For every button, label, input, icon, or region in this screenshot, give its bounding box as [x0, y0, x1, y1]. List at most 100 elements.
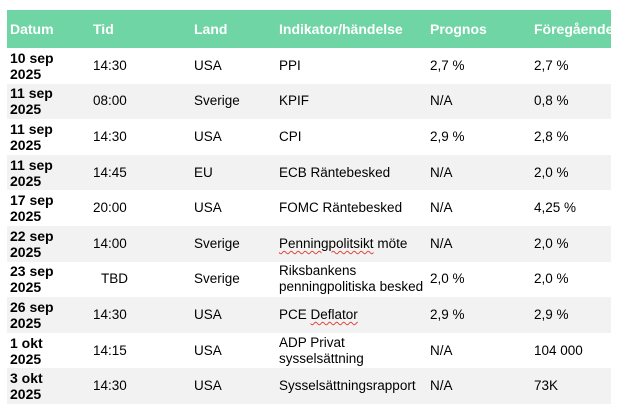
date-line: 17 sep: [10, 192, 54, 209]
header-forecast: Prognos: [427, 10, 531, 48]
indicator-line: FOMC Räntebesked: [279, 200, 403, 216]
cell-country: Sverige: [191, 83, 276, 120]
cell-country: USA: [191, 119, 276, 155]
cell-indicator: PCE Deflator: [276, 297, 427, 333]
table-row: 10 sep 2025 14:30 USA PPI 2,7 % 2,7 %: [7, 48, 611, 84]
date-line: 22 sep: [10, 227, 54, 244]
date-line: 23 sep: [10, 263, 54, 280]
header-row: Datum Tid Land Indikator/händelse Progno…: [7, 10, 613, 48]
cell-forecast: 2,9 %: [427, 297, 531, 333]
date-line: 26 sep: [10, 298, 54, 315]
cell-date: 23 sep 2025: [7, 261, 79, 298]
table-row: 17 sep 2025 20:00 USA FOMC Räntebesked N/A 4,2…: [7, 190, 611, 226]
date-line: 11 sep: [10, 85, 53, 102]
indicator-line: Riksbankens: [279, 263, 357, 279]
cell-country: EU: [191, 154, 276, 191]
cell-indicator: ECB Räntebesked: [276, 154, 427, 191]
cell-time: 14:00: [79, 225, 191, 262]
indicator-line: PPI: [279, 57, 301, 73]
cell-previous: 2,9 %: [531, 297, 611, 333]
date-line: 11 sep: [10, 156, 53, 173]
cell-country: USA: [191, 297, 276, 333]
cell-country: Sverige: [191, 225, 276, 262]
date-line: 2025: [10, 386, 42, 403]
date-line: 3 okt: [10, 370, 43, 387]
date-line: 2025: [10, 65, 42, 82]
cell-forecast: 2,9 %: [427, 119, 531, 155]
table-row: 1 okt 2025 14:15 USA ADP Privat sysselsättnin…: [7, 332, 611, 369]
cell-previous: 2,0 %: [531, 261, 611, 298]
cell-date: 11 sep 2025: [7, 119, 79, 155]
indicator-line: penningpolitiska besked: [279, 279, 424, 295]
indicator-line: Penningpolitsikt möte: [279, 235, 408, 251]
cell-date: 11 sep 2025: [7, 83, 79, 120]
cell-time: 14:30: [79, 119, 191, 155]
cell-indicator: CPI: [276, 119, 427, 155]
cell-country: USA: [191, 332, 276, 369]
header-time: Tid: [79, 10, 191, 48]
indicator-line: ADP Privat: [279, 334, 345, 350]
table-row: 11 sep 2025 08:00 Sverige KPIF N/A 0,8 %: [7, 83, 611, 120]
indicator-line: ECB Räntebesked: [279, 164, 391, 180]
cell-time: 14:30: [79, 368, 191, 404]
indicator-line: Sysselsättningsrapport: [279, 378, 416, 394]
date-line: 2025: [10, 243, 42, 260]
cell-country: Sverige: [191, 261, 276, 298]
cell-indicator: PPI: [276, 48, 427, 84]
cell-date: 10 sep 2025: [7, 48, 79, 84]
cell-date: 1 okt 2025: [7, 332, 79, 369]
date-line: 1 okt: [10, 334, 43, 351]
date-line: 11 sep: [10, 120, 53, 137]
cell-indicator: Penningpolitsikt möte: [276, 225, 427, 262]
date-line: 2025: [10, 279, 42, 296]
cell-previous: 4,25 %: [531, 190, 611, 226]
table-row: 11 sep 2025 14:30 USA CPI 2,9 % 2,8 %: [7, 119, 611, 155]
cell-date: 26 sep 2025: [7, 297, 79, 333]
date-line: 2025: [10, 314, 42, 331]
cell-time: 14:45: [79, 154, 191, 191]
cell-date: 11 sep 2025: [7, 154, 79, 191]
cell-previous: 0,8 %: [531, 83, 611, 120]
cell-country: USA: [191, 48, 276, 84]
date-line: 2025: [10, 172, 42, 189]
cell-time: 08:00: [79, 83, 191, 120]
cell-forecast: 2,7 %: [427, 48, 531, 84]
cell-country: USA: [191, 190, 276, 226]
cell-indicator: Sysselsättningsrapport: [276, 368, 427, 404]
cell-date: 3 okt 2025: [7, 368, 79, 404]
calendar-table-container: Datum Tid Land Indikator/händelse Progno…: [7, 10, 613, 404]
cell-time: 20:00: [79, 190, 191, 226]
table-row: 26 sep 2025 14:30 USA PCE Deflator 2,9 % 2,9 %: [7, 297, 611, 333]
indicator-line: PCE Deflator: [279, 306, 358, 322]
table-row: 23 sep 2025 TBD Sverige Riksbankens penningpo…: [7, 261, 611, 298]
header-date: Datum: [7, 10, 79, 48]
cell-indicator: Riksbankens penningpolitiska besked: [276, 261, 427, 298]
header-indicator: Indikator/händelse: [276, 10, 427, 48]
cell-country: USA: [191, 368, 276, 404]
table-row: 3 okt 2025 14:30 USA Sysselsättningsrapport N…: [7, 368, 611, 404]
cell-previous: 104 000: [531, 332, 611, 369]
table-row: 22 sep 2025 14:00 Sverige Penningpolitsikt m…: [7, 225, 611, 262]
cell-previous: 2,0 %: [531, 225, 611, 262]
cell-time: 14:30: [79, 48, 191, 84]
cell-forecast: N/A: [427, 190, 531, 226]
cell-indicator: KPIF: [276, 83, 427, 120]
cell-previous: 2,8 %: [531, 119, 611, 155]
cell-date: 17 sep 2025: [7, 190, 79, 226]
cell-forecast: 2,0 %: [427, 261, 531, 298]
header-country: Land: [191, 10, 276, 48]
economic-calendar-table: Datum Tid Land Indikator/händelse Progno…: [7, 10, 613, 404]
cell-forecast: N/A: [427, 332, 531, 369]
table-row: 11 sep 2025 14:45 EU ECB Räntebesked N/A 2,0 %: [7, 154, 611, 191]
date-line: 2025: [10, 208, 42, 225]
indicator-line: CPI: [279, 128, 302, 144]
indicator-line: KPIF: [279, 93, 310, 109]
cell-indicator: FOMC Räntebesked: [276, 190, 427, 226]
cell-time: 14:30: [79, 297, 191, 333]
date-line: 2025: [10, 101, 42, 118]
date-line: 10 sep: [10, 49, 54, 66]
cell-indicator: ADP Privat sysselsättning: [276, 332, 427, 369]
cell-forecast: N/A: [427, 83, 531, 120]
cell-date: 22 sep 2025: [7, 225, 79, 262]
cell-time: TBD: [79, 261, 191, 298]
